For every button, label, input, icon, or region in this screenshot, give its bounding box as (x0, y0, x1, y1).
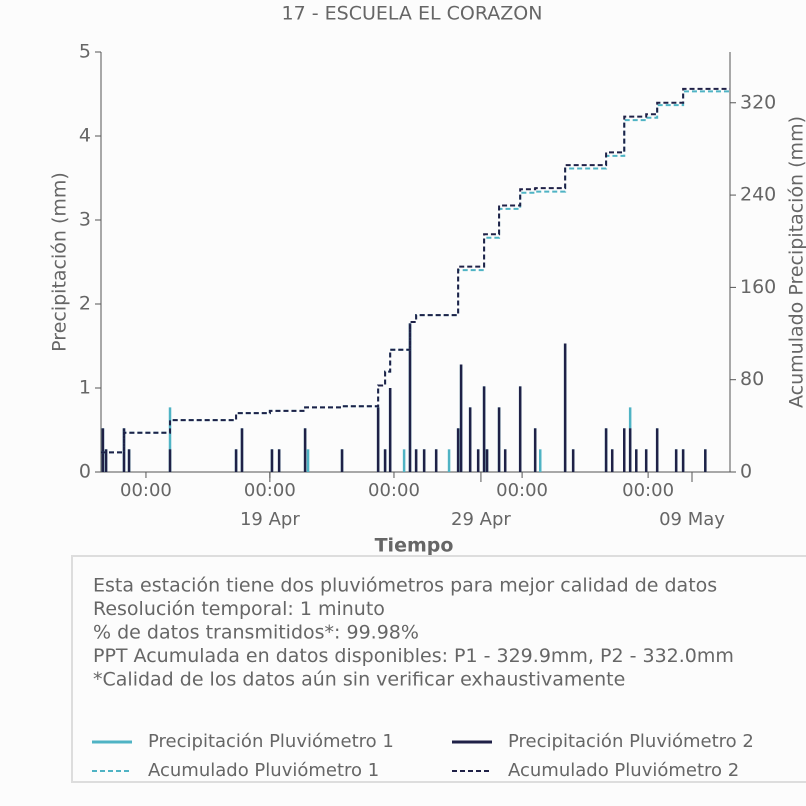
y-tick-label: 1 (79, 377, 91, 399)
y2-tick-label: 0 (740, 461, 752, 483)
note-text: Esta estación tiene dos pluviómetros par… (93, 575, 717, 597)
y2-tick-label: 240 (740, 184, 776, 206)
legend-label: Precipitación Pluviómetro 2 (508, 731, 754, 752)
chart-title: 17 - ESCUELA EL CORAZON (282, 3, 543, 25)
y-tick-label: 4 (79, 125, 91, 147)
y-tick-label: 0 (79, 461, 91, 483)
y2-tick-label: 80 (740, 368, 764, 390)
legend-label: Acumulado Pluviómetro 2 (508, 760, 739, 781)
note-text: *Calidad de los datos aún sin verificar … (93, 669, 625, 691)
y2-tick-label: 320 (740, 91, 776, 113)
y-axis-label: Precipitación (mm) (49, 172, 71, 352)
x-date-label: 19 Apr (240, 509, 300, 530)
x-tick-label: 00:00 (622, 480, 674, 501)
note-text: Resolución temporal: 1 minuto (93, 598, 385, 620)
x-date-label: 09 May (659, 509, 725, 530)
y-tick-label: 5 (79, 41, 91, 63)
legend-label: Precipitación Pluviómetro 1 (148, 731, 394, 752)
cumulative-line (101, 87, 730, 454)
x-date-label: 29 Apr (451, 509, 511, 530)
note-box (71, 555, 806, 783)
x-axis-label: Tiempo (375, 535, 454, 557)
x-tick-label: 00:00 (120, 480, 172, 501)
x-tick-label: 00:00 (496, 480, 548, 501)
y-tick-label: 3 (79, 209, 91, 231)
x-tick-label: 00:00 (368, 480, 420, 501)
y2-axis-label: Acumulado Precipitación (mm) (786, 116, 806, 408)
legend-label: Acumulado Pluviómetro 1 (148, 760, 379, 781)
note-text: PPT Acumulada en datos disponibles: P1 -… (93, 645, 734, 667)
x-tick-label: 00:00 (244, 480, 296, 501)
note-text: % de datos transmitidos*: 99.98% (93, 622, 419, 644)
y2-tick-label: 160 (740, 276, 776, 298)
y-tick-label: 2 (79, 293, 91, 315)
cumulative-line (101, 90, 730, 454)
